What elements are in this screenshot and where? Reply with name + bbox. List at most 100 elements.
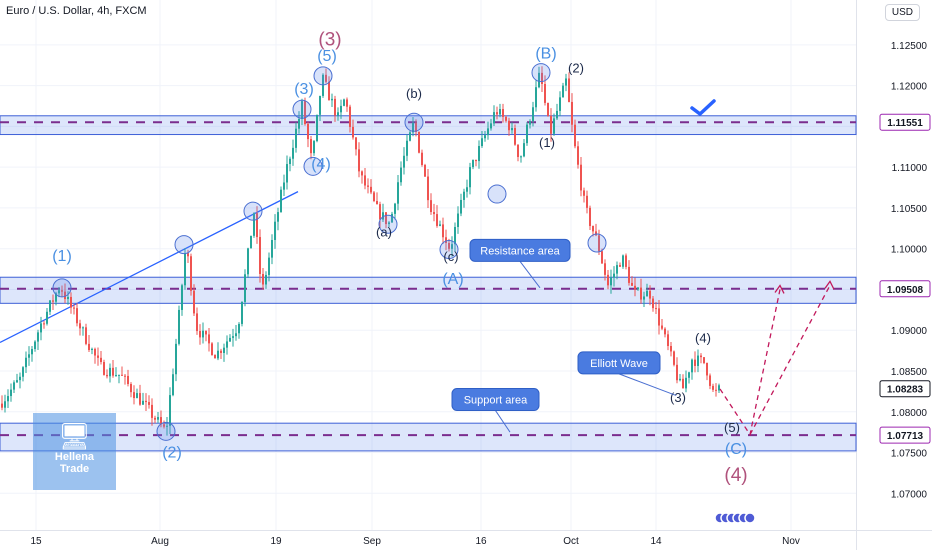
currency-selector[interactable]: USD xyxy=(884,4,920,21)
time-tick-label: 16 xyxy=(475,536,487,547)
candle-body xyxy=(514,128,516,145)
candle-body xyxy=(349,106,351,127)
candle-body xyxy=(214,355,216,359)
candle-body xyxy=(139,393,141,405)
candle-body xyxy=(499,109,501,115)
candle-body xyxy=(685,377,687,389)
candle-body xyxy=(67,296,69,300)
projection-line xyxy=(719,289,781,437)
candle-body xyxy=(151,404,153,418)
candle-body xyxy=(430,200,432,213)
candles xyxy=(1,66,720,436)
candle-body xyxy=(10,389,12,397)
candle-body xyxy=(529,121,531,125)
candle-body xyxy=(523,143,525,157)
candle-body xyxy=(598,235,600,252)
candle-body xyxy=(355,137,357,150)
price-tick-label: 1.07000 xyxy=(891,489,928,500)
candle-body xyxy=(709,375,711,386)
candle-body xyxy=(292,147,294,159)
candle-body xyxy=(97,355,99,358)
candle-body xyxy=(133,392,135,399)
price-tick-label: 1.11000 xyxy=(892,163,928,174)
candle-body xyxy=(46,311,48,324)
candle-body xyxy=(259,237,261,274)
wave-circle xyxy=(52,278,72,298)
candle-body xyxy=(109,367,111,377)
candle-body xyxy=(424,164,426,177)
wave-label: (4) xyxy=(695,330,711,345)
candle-body xyxy=(277,212,279,222)
candle-body xyxy=(385,212,387,225)
price-tag-label: 1.08283 xyxy=(887,385,924,396)
wave-circle xyxy=(404,112,424,132)
callout-pointer xyxy=(519,261,541,289)
candle-body xyxy=(478,145,480,162)
candle-body xyxy=(562,85,564,98)
candle-body xyxy=(469,167,471,188)
candle-body xyxy=(61,290,63,292)
wave-label: (3) xyxy=(670,390,686,405)
candle-body xyxy=(457,213,459,228)
candle-body xyxy=(130,384,132,393)
candle-body xyxy=(406,140,408,156)
candle-body xyxy=(391,213,393,223)
candle-body xyxy=(319,95,321,115)
candle-body xyxy=(358,149,360,172)
candle-body xyxy=(619,265,621,267)
candle-body xyxy=(334,98,336,116)
candle-body xyxy=(136,393,138,399)
callout-pointer xyxy=(495,410,511,433)
candle-body xyxy=(691,359,693,373)
candle-body xyxy=(70,296,72,308)
candle-body xyxy=(85,327,87,344)
candle-body xyxy=(112,367,114,376)
candle-body xyxy=(700,355,702,358)
candle-body xyxy=(370,186,372,193)
candle-body xyxy=(394,203,396,214)
candle-body xyxy=(490,123,492,129)
price-tag xyxy=(879,280,931,298)
candle-body xyxy=(451,244,453,249)
candle-body xyxy=(58,290,60,294)
candle-body xyxy=(343,99,345,106)
candle-body xyxy=(160,417,162,425)
candle-body xyxy=(253,213,255,236)
candle-body xyxy=(37,332,39,342)
candle-body xyxy=(91,348,93,351)
candle-body xyxy=(322,74,324,96)
price-tag-label: 1.09508 xyxy=(887,285,924,296)
candle-body xyxy=(274,221,276,240)
candle-body xyxy=(442,224,444,238)
candle-body xyxy=(316,114,318,142)
candle-body xyxy=(574,124,576,147)
candle-body xyxy=(100,357,102,363)
price-tag xyxy=(879,113,931,131)
candle-body xyxy=(232,336,234,338)
candle-body xyxy=(313,141,315,154)
wave-circle xyxy=(587,233,607,253)
candle-body xyxy=(502,109,504,117)
candle-body xyxy=(463,191,465,200)
candle-body xyxy=(625,255,627,267)
candle-body xyxy=(403,155,405,168)
candle-body xyxy=(145,400,147,403)
candle-body xyxy=(505,116,507,121)
candle-body xyxy=(589,207,591,226)
candle-body xyxy=(454,227,456,245)
candle-body xyxy=(631,282,633,286)
candle-body xyxy=(280,189,282,213)
candle-body xyxy=(433,212,435,215)
candle-body xyxy=(637,287,639,290)
candle-body xyxy=(250,235,252,249)
price-tick-label: 1.08000 xyxy=(891,408,928,419)
candle-body xyxy=(496,112,498,115)
candle-body xyxy=(1,403,3,408)
candle-body xyxy=(208,334,210,344)
candle-body xyxy=(607,274,609,286)
candle-body xyxy=(211,343,213,356)
candle-body xyxy=(169,395,171,426)
wave-circle xyxy=(487,184,507,204)
candle-body xyxy=(706,362,708,376)
